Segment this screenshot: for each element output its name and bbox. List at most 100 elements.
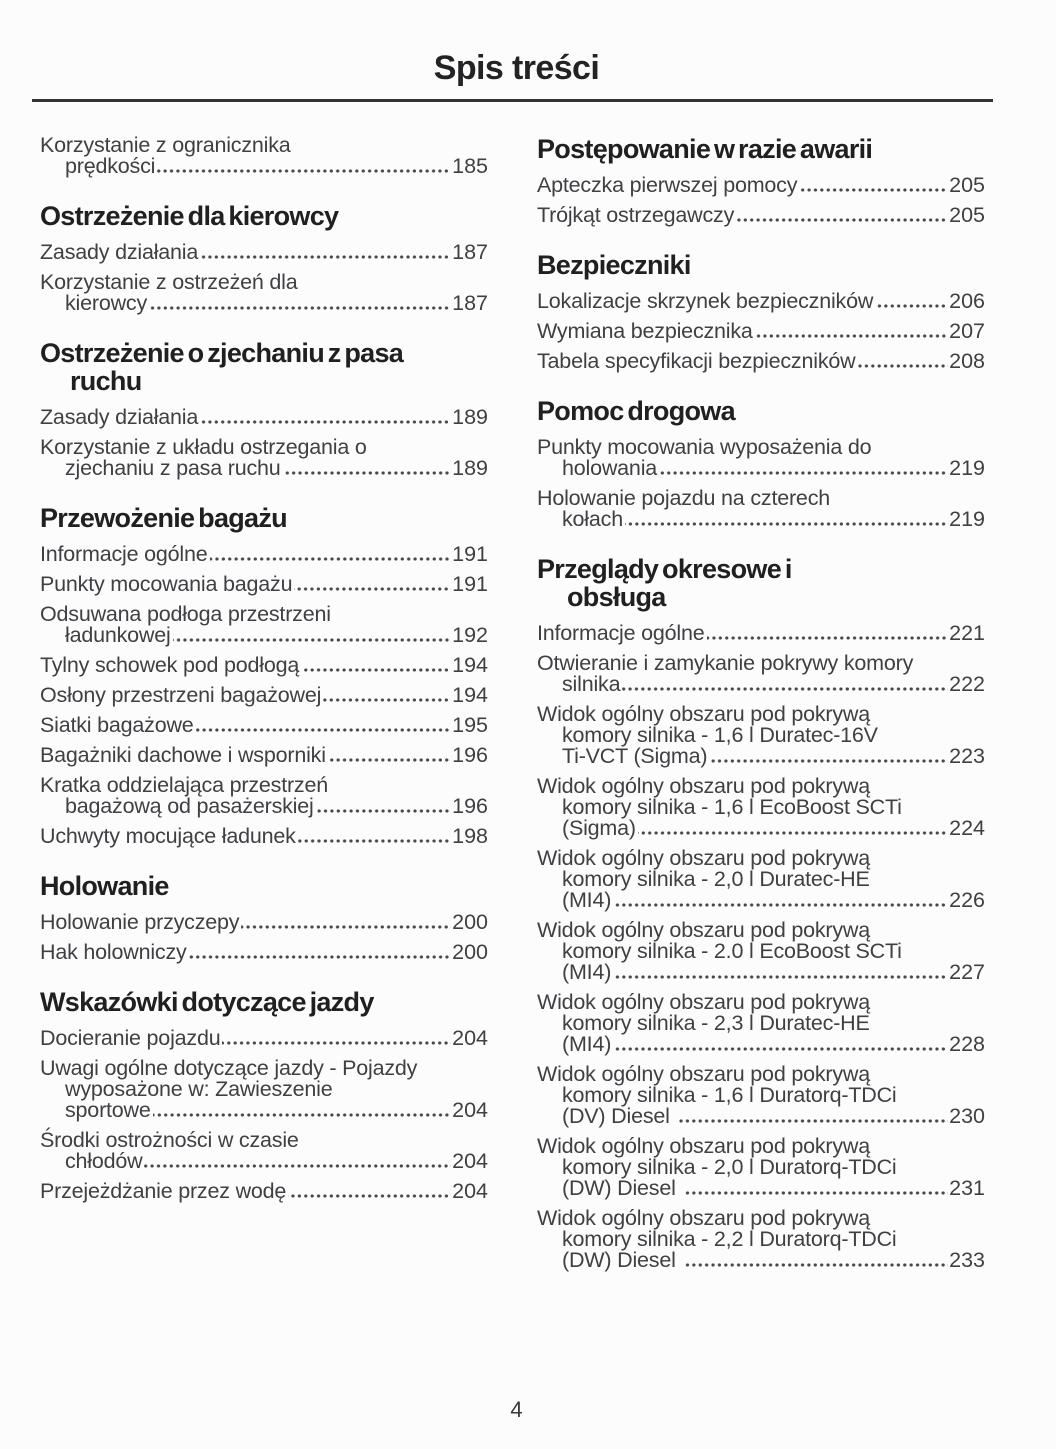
page-title: Spis treści	[433, 49, 600, 87]
dot-leader	[323, 698, 452, 702]
dot-leader	[172, 638, 452, 642]
toc-entry-page-number: 192	[452, 623, 488, 647]
toc-entry-line: Widok ogólny obszaru pod pokrywą	[537, 702, 871, 726]
toc-entry: Uchwyty mocujące ładunek 198	[40, 824, 488, 848]
dot-leader	[683, 1191, 949, 1195]
toc-section-heading: Przewożenie bagażu	[40, 504, 488, 532]
toc-entry-page-number: 204	[452, 1149, 488, 1173]
toc-entry-label: silnika	[562, 672, 621, 696]
toc-entry-label: Tabela specyfikacji bezpieczników	[537, 349, 856, 373]
toc-entry-label: Holowanie przyczepy	[40, 910, 240, 934]
toc-entry-line: ładunkowej 192	[40, 623, 488, 647]
toc-entry-line: Uwagi ogólne dotyczące jazdy - Pojazdy	[40, 1056, 418, 1080]
toc-section-heading: Bezpieczniki	[537, 251, 985, 279]
toc-entry-page-number: 195	[452, 713, 488, 737]
toc-entry-line: Trójkąt ostrzegawczy 205	[537, 203, 985, 227]
toc-entry-page-number: 224	[949, 816, 985, 840]
toc-entry-label: Punkty mocowania bagażu	[40, 572, 293, 596]
toc-entry: Tylny schowek pod podłogą 194	[40, 654, 488, 676]
toc-entry-page-number: 189	[452, 405, 488, 429]
dot-leader	[327, 758, 452, 762]
toc-entry-page-number: 204	[452, 1179, 488, 1203]
dot-leader	[624, 522, 949, 526]
toc-entry-label: (DW) Diesel	[562, 1176, 682, 1200]
toc-entry-label: (Sigma)	[562, 816, 636, 840]
toc-entry-line: Widok ogólny obszaru pod pokrywą	[537, 774, 871, 798]
toc-entry-page-number: 204	[452, 1098, 488, 1122]
page-header: Spis treści	[0, 0, 1056, 102]
toc-entry-line: komory silnika - 1,6 l Duratorq-TDCi	[562, 1083, 897, 1107]
toc-entry-line: komory silnika - 2,0 l Duratec-HE	[562, 867, 870, 891]
toc-entry: Odsuwana podłoga przestrzeni ładunkowej 19…	[40, 603, 488, 647]
toc-entry-page-number: 196	[452, 794, 488, 818]
toc-entry-line: Holowanie pojazdu na czterech	[537, 486, 830, 510]
dot-leader	[200, 255, 452, 259]
toc-section-heading-line: Bezpieczniki	[537, 250, 691, 280]
toc-entry-line: Tylny schowek pod podłogą 194	[40, 654, 488, 676]
toc-section-heading-line: Ostrzeżenie o zjechaniu z pasa	[40, 338, 404, 368]
toc-entry-line: Docieranie pojazdu 204	[40, 1027, 488, 1049]
toc-entry-page-number: 207	[949, 319, 985, 343]
toc-entry-line: (DW) Diesel 233	[537, 1249, 985, 1271]
toc-entry: Otwieranie i zamykanie pokrywy komory sil…	[537, 652, 985, 696]
toc-entry-page-number: 206	[949, 289, 985, 313]
toc-entry-label: Bagażniki dachowe i wsporniki	[40, 743, 326, 767]
toc-entry-line: Widok ogólny obszaru pod pokrywą	[537, 918, 871, 942]
dot-leader	[149, 306, 452, 310]
toc-section-heading-line: Holowanie	[40, 871, 169, 901]
toc-entry-page-number: 208	[949, 349, 985, 373]
toc-entry-page-number: 222	[949, 672, 985, 696]
toc-columns: Korzystanie z ogranicznika prędkości 185 Os…	[40, 134, 985, 1280]
toc-entry-line: Siatki bagażowe 195	[40, 713, 488, 737]
toc-entry-line: Kratka oddzielająca przestrzeń	[40, 773, 328, 797]
toc-entry: Siatki bagażowe 195	[40, 713, 488, 737]
toc-section-heading: Wskazówki dotyczące jazdy	[40, 988, 488, 1016]
toc-entry-label: Informacje ogólne	[40, 542, 208, 566]
toc-entry-page-number: 228	[949, 1032, 985, 1056]
toc-entry-page-number: 194	[452, 683, 488, 707]
toc-column-right: Postępowanie w razie awarii Apteczka pier…	[537, 135, 985, 1280]
toc-entry-page-number: 219	[949, 507, 985, 531]
toc-entry: Korzystanie z ostrzeżeń dla kierowcy 187	[40, 271, 488, 315]
toc-entry-label: holowania	[562, 456, 658, 480]
toc-entry: Wymiana bezpiecznika 207	[537, 319, 985, 343]
toc-section-heading-line: ruchu	[70, 366, 142, 396]
toc-entry-label: zjechaniu z pasa ruchu	[65, 456, 281, 480]
dot-leader	[157, 169, 452, 173]
toc-entry-line: Widok ogólny obszaru pod pokrywą	[537, 1206, 871, 1230]
dot-leader	[222, 1041, 452, 1045]
toc-entry-line: komory silnika - 2,0 l Duratorq-TDCi	[562, 1155, 897, 1179]
toc-entry-label: Zasady działania	[40, 240, 199, 264]
toc-entry-page-number: 221	[949, 621, 985, 645]
toc-entry-label: kołach	[562, 507, 623, 531]
toc-entry-label: chłodów	[65, 1149, 143, 1173]
toc-entry-page-number: 205	[949, 203, 985, 227]
toc-entry-page-number: 227	[949, 960, 985, 984]
dot-leader	[195, 728, 452, 732]
toc-entry-line: Lokalizacje skrzynek bezpieczników 206	[537, 289, 985, 313]
toc-section-heading-line: Ostrzeżenie dla kierowcy	[40, 201, 339, 231]
toc-entry-line: prędkości 185	[40, 154, 488, 178]
toc-entry-label: Hak holowniczy	[40, 940, 187, 964]
toc-entry: Zasady działania 187	[40, 240, 488, 264]
toc-entry: Widok ogólny obszaru pod pokrywą komory s…	[537, 1135, 985, 1200]
toc-entry: Widok ogólny obszaru pod pokrywą komory s…	[537, 991, 985, 1056]
dot-leader	[613, 903, 949, 907]
toc-entry-label: Uchwyty mocujące ładunek	[40, 824, 296, 848]
toc-entry-line: (MI4) 228	[537, 1032, 985, 1056]
toc-section-heading-line: Pomoc drogowa	[537, 396, 736, 426]
toc-section-heading: Ostrzeżenie o zjechaniu z pasa ruchu	[40, 339, 488, 395]
toc-entry-line: holowania 219	[537, 456, 985, 480]
toc-entry-line: kołach 219	[537, 507, 985, 531]
toc-entry-line: Zasady działania 187	[40, 240, 488, 264]
toc-entry-label: (MI4)	[562, 888, 612, 912]
toc-entry-page-number: 187	[452, 291, 488, 315]
toc-entry: Środki ostrożności w czasie chłodów 204	[40, 1129, 488, 1173]
toc-entry: Lokalizacje skrzynek bezpieczników 206	[537, 289, 985, 313]
toc-entry: Widok ogólny obszaru pod pokrywą komory s…	[537, 1206, 985, 1271]
toc-entry: Docieranie pojazdu 204	[40, 1027, 488, 1049]
toc-entry-label: prędkości	[65, 154, 156, 178]
toc-entry-line: chłodów 204	[40, 1149, 488, 1173]
toc-entry-page-number: 187	[452, 240, 488, 264]
